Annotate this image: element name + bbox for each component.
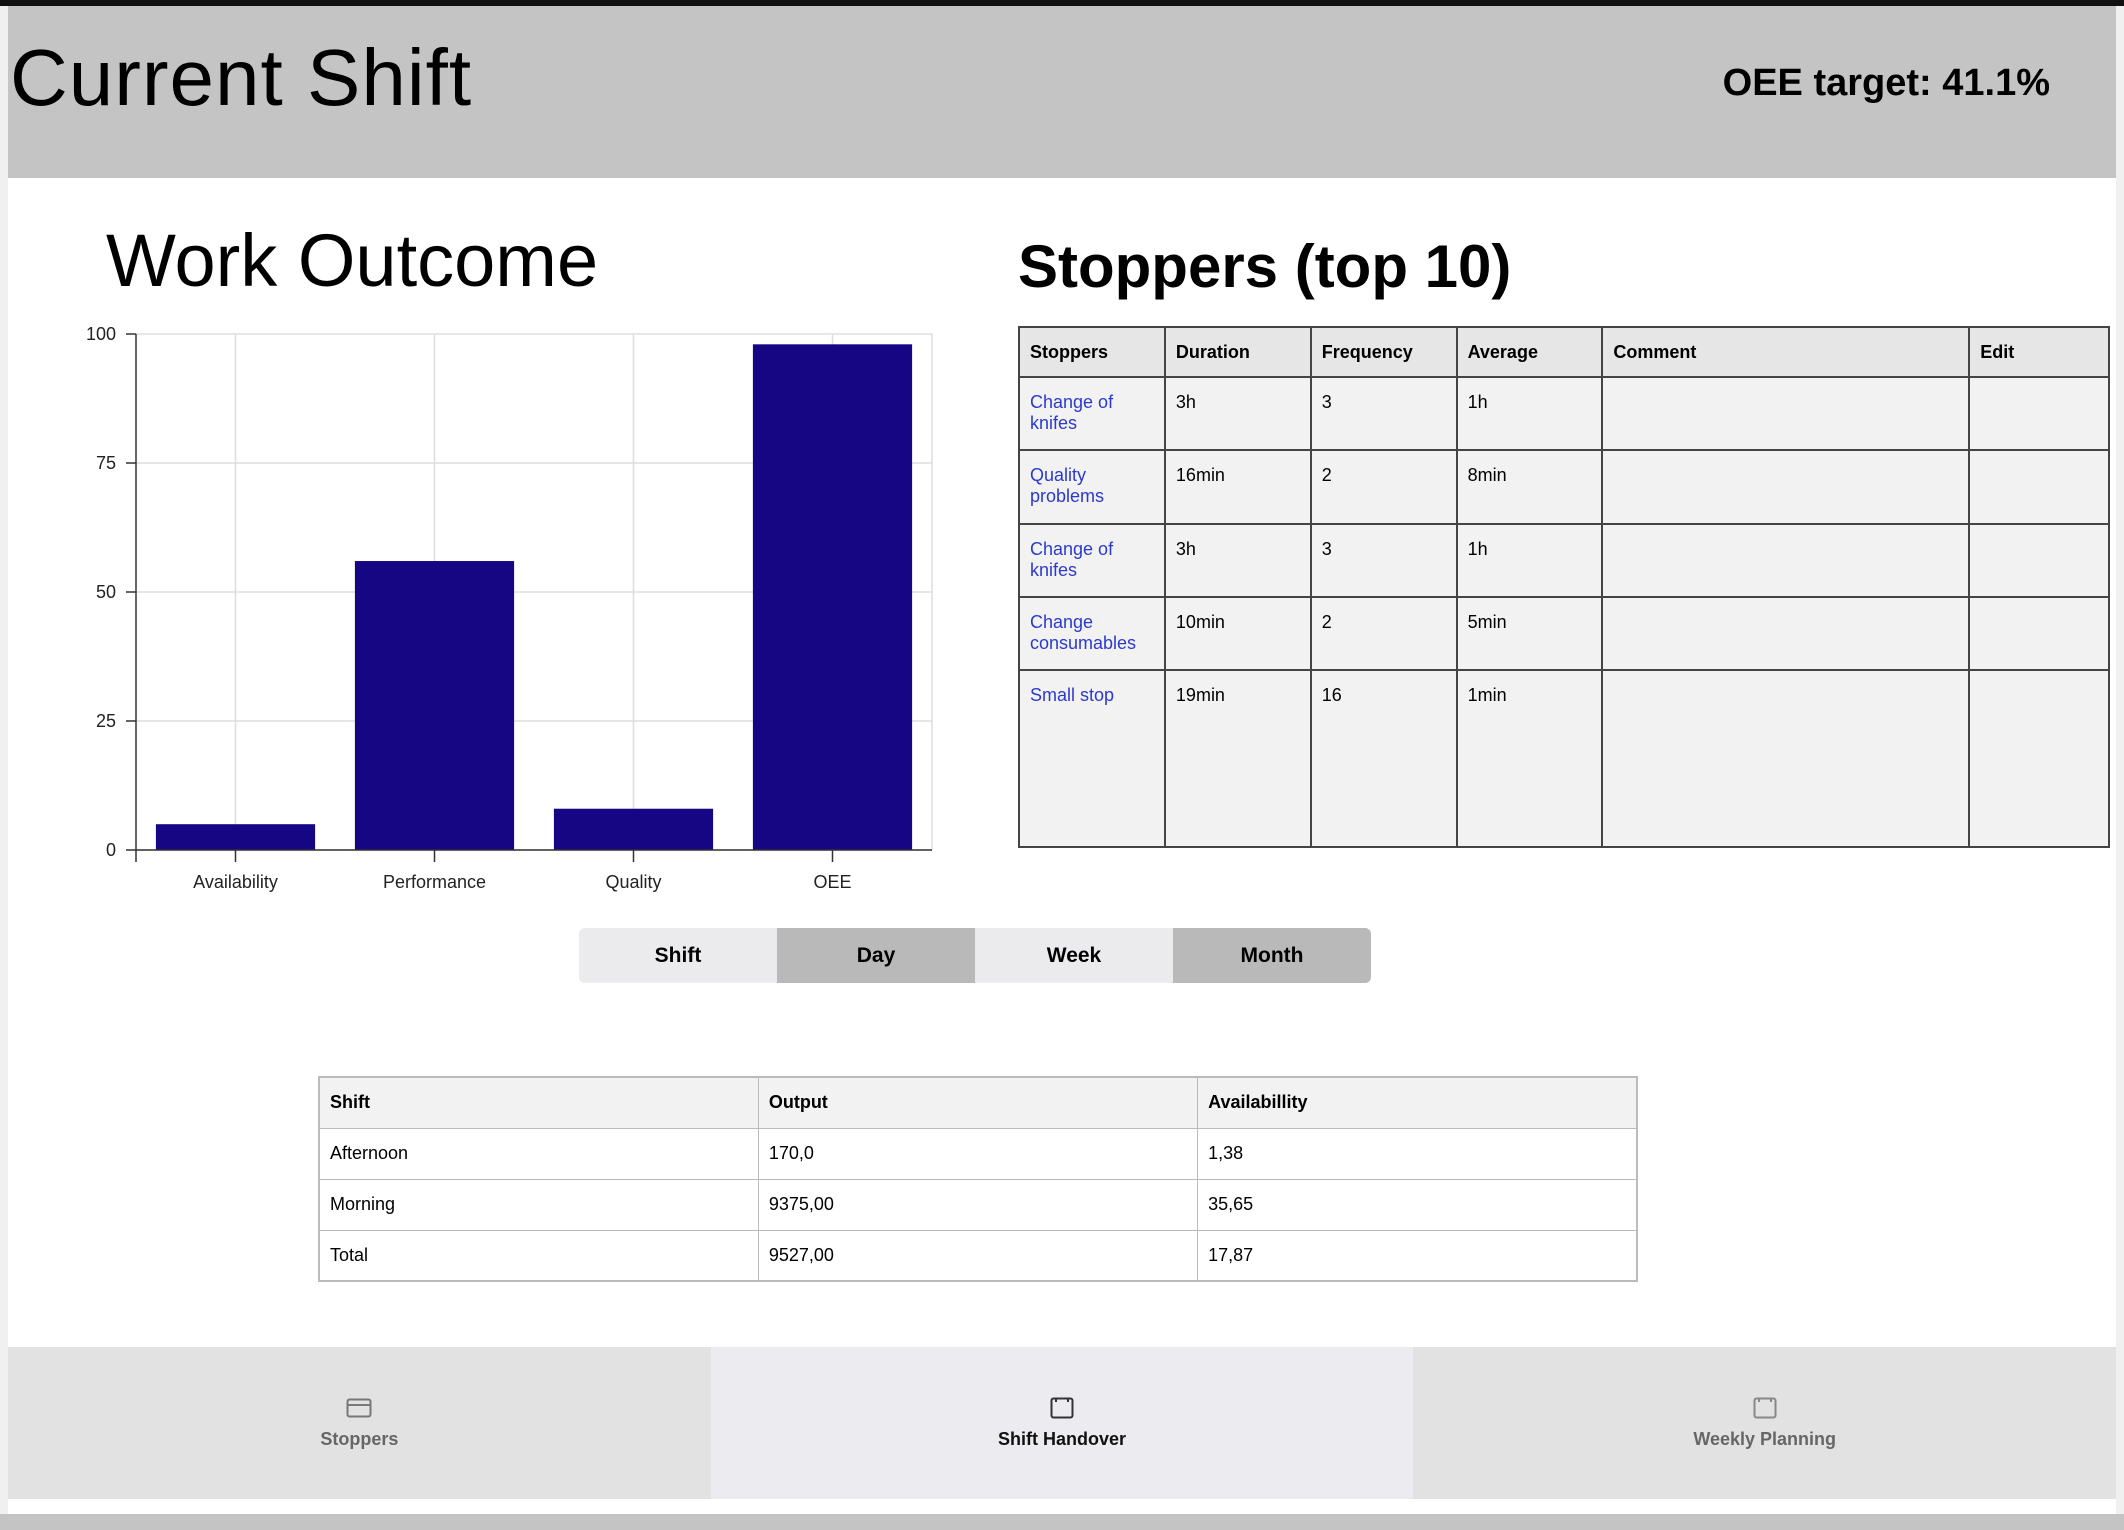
table-row: Quality problems 16min 2 8min bbox=[1018, 449, 2110, 525]
frequency-cell: 2 bbox=[1309, 449, 1458, 525]
shift-cell: Morning bbox=[318, 1178, 759, 1231]
duration-cell: 10min bbox=[1163, 595, 1312, 672]
bar bbox=[155, 824, 316, 850]
frequency-cell: 16 bbox=[1309, 669, 1458, 848]
output-cell: 9527,00 bbox=[757, 1229, 1199, 1282]
bar bbox=[553, 808, 714, 850]
col-shift: Shift bbox=[318, 1076, 759, 1129]
shift-cell: Afternoon bbox=[318, 1127, 759, 1180]
table-row: Afternoon 170,0 1,38 bbox=[318, 1127, 1638, 1180]
stopper-link[interactable]: Change consumables bbox=[1018, 595, 1166, 672]
stoppers-header-row: Stoppers Duration Frequency Average Comm… bbox=[1018, 326, 2110, 378]
edit-cell[interactable] bbox=[1968, 522, 2110, 598]
duration-cell: 3h bbox=[1163, 375, 1312, 452]
col-comment: Comment bbox=[1601, 326, 1971, 378]
tab-label: Shift Handover bbox=[998, 1428, 1127, 1449]
edit-cell[interactable] bbox=[1968, 595, 2110, 672]
comment-cell[interactable] bbox=[1601, 375, 1971, 452]
stopper-link[interactable]: Quality problems bbox=[1018, 449, 1166, 525]
stopper-link[interactable]: Change of knifes bbox=[1018, 375, 1166, 452]
tab-stoppers[interactable]: Stoppers bbox=[8, 1347, 711, 1499]
table-row: Change of knifes 3h 3 1h bbox=[1018, 522, 2110, 598]
tab-shift-handover[interactable]: Shift Handover bbox=[710, 1347, 1414, 1499]
window-icon bbox=[1050, 1397, 1074, 1418]
x-tick-label: Performance bbox=[383, 872, 486, 892]
x-tick-label: OEE bbox=[813, 872, 851, 892]
availability-cell: 1,38 bbox=[1197, 1127, 1638, 1180]
y-tick-label: 0 bbox=[106, 840, 116, 860]
edit-cell[interactable] bbox=[1968, 669, 2110, 848]
x-tick-label: Quality bbox=[605, 872, 661, 892]
average-cell: 1min bbox=[1455, 669, 1604, 848]
y-tick-label: 100 bbox=[86, 324, 116, 344]
duration-cell: 19min bbox=[1163, 669, 1312, 848]
col-duration: Duration bbox=[1163, 326, 1312, 378]
toggle-week[interactable]: Week bbox=[975, 928, 1173, 983]
table-row: Change of knifes 3h 3 1h bbox=[1018, 375, 2110, 452]
toggle-day[interactable]: Day bbox=[777, 928, 975, 983]
availability-cell: 17,87 bbox=[1197, 1229, 1638, 1282]
comment-cell[interactable] bbox=[1601, 669, 1971, 848]
tab-label: Stoppers bbox=[320, 1428, 399, 1449]
output-cell: 9375,00 bbox=[757, 1178, 1199, 1231]
toggle-month[interactable]: Month bbox=[1173, 928, 1371, 983]
col-edit: Edit bbox=[1968, 326, 2110, 378]
availability-cell: 35,65 bbox=[1197, 1178, 1638, 1231]
frequency-cell: 3 bbox=[1309, 522, 1458, 598]
frequency-cell: 3 bbox=[1309, 375, 1458, 452]
shift-summary-table: Shift Output Availabillity Afternoon 170… bbox=[318, 1076, 1638, 1282]
bar bbox=[354, 561, 515, 850]
frequency-cell: 2 bbox=[1309, 595, 1458, 672]
y-tick-label: 50 bbox=[96, 582, 116, 602]
period-toggle: Shift Day Week Month bbox=[579, 928, 1371, 983]
table-row: Change consumables 10min 2 5min bbox=[1018, 595, 2110, 672]
average-cell: 8min bbox=[1455, 449, 1604, 525]
col-stoppers: Stoppers bbox=[1018, 326, 1166, 378]
average-cell: 5min bbox=[1455, 595, 1604, 672]
stopper-link[interactable]: Change of knifes bbox=[1018, 522, 1166, 598]
card-icon bbox=[346, 1398, 372, 1417]
stoppers-title: Stoppers (top 10) bbox=[1018, 233, 1512, 300]
output-cell: 170,0 bbox=[757, 1127, 1199, 1180]
average-cell: 1h bbox=[1455, 522, 1604, 598]
comment-cell[interactable] bbox=[1601, 595, 1971, 672]
y-tick-label: 75 bbox=[96, 453, 116, 473]
comment-cell[interactable] bbox=[1601, 522, 1971, 598]
window-icon bbox=[1753, 1397, 1777, 1418]
bottom-edge bbox=[0, 1514, 2124, 1530]
header: Current Shift OEE target: 41.1% bbox=[8, 6, 2116, 178]
shift-cell: Total bbox=[318, 1229, 759, 1282]
x-tick-label: Availability bbox=[193, 872, 278, 892]
oee-target: OEE target: 41.1% bbox=[1722, 62, 2050, 104]
page-title: Current Shift bbox=[10, 33, 473, 122]
table-row: Small stop 19min 16 1min bbox=[1018, 669, 2110, 848]
average-cell: 1h bbox=[1455, 375, 1604, 452]
tab-weekly-planning[interactable]: Weekly Planning bbox=[1413, 1347, 2116, 1499]
y-tick-label: 25 bbox=[96, 711, 116, 731]
edit-cell[interactable] bbox=[1968, 375, 2110, 452]
col-frequency: Frequency bbox=[1309, 326, 1458, 378]
bar bbox=[752, 344, 913, 850]
tab-label: Weekly Planning bbox=[1693, 1428, 1837, 1449]
table-row: Total 9527,00 17,87 bbox=[318, 1229, 1638, 1282]
col-average: Average bbox=[1455, 326, 1604, 378]
duration-cell: 16min bbox=[1163, 449, 1312, 525]
stopper-link[interactable]: Small stop bbox=[1018, 669, 1166, 848]
stoppers-table: Stoppers Duration Frequency Average Comm… bbox=[1018, 326, 2110, 848]
table-row: Morning 9375,00 35,65 bbox=[318, 1178, 1638, 1231]
top-edge bbox=[0, 0, 2124, 6]
edit-cell[interactable] bbox=[1968, 449, 2110, 525]
work-outcome-chart: 0 25 50 75 100 Availability Performance Quality… bbox=[86, 324, 933, 892]
page: Current Shift OEE target: 41.1% Work Out… bbox=[8, 6, 2116, 1516]
bottom-tab-bar: Stoppers Shift Handover Weekly Planning bbox=[8, 1347, 2116, 1499]
duration-cell: 3h bbox=[1163, 522, 1312, 598]
toggle-shift[interactable]: Shift bbox=[579, 928, 777, 983]
work-outcome-title: Work Outcome bbox=[106, 219, 599, 302]
col-output: Output bbox=[757, 1076, 1199, 1129]
summary-header-row: Shift Output Availabillity bbox=[318, 1076, 1638, 1129]
comment-cell[interactable] bbox=[1601, 449, 1971, 525]
col-availability: Availabillity bbox=[1197, 1076, 1638, 1129]
